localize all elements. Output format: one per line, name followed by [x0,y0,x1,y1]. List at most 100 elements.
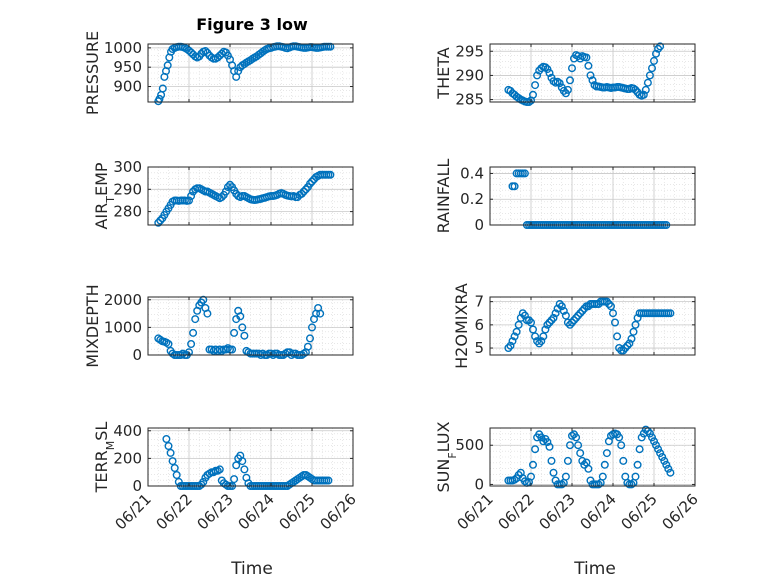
data-point [537,433,546,442]
data-point [664,464,673,473]
subplot-rainfall: 0 0.2 0.4 RAINFALL [434,159,696,234]
data-point [613,332,622,341]
data-point [566,320,575,329]
y-axis-label: THETA [434,47,453,99]
data-point [660,456,669,465]
y-axis-label: H2OMIXRA [452,283,471,369]
axes-box [147,43,354,103]
data-point [533,337,542,346]
data-point [539,437,548,446]
x-axis-label-right: Time [573,559,616,579]
data-point [561,311,570,320]
data-point [645,71,654,80]
axes-box [147,427,354,487]
data-point [299,187,308,196]
data-point [557,480,566,489]
data-point [662,460,671,469]
y-tick-label: 400 [113,422,142,440]
data-point [158,84,167,93]
data-point [555,79,564,88]
data-point [527,472,536,481]
data-point [572,313,581,322]
data-point [510,332,519,341]
data-point [162,435,171,444]
x-tick-label: 06/26 [659,490,702,533]
data-point [520,311,529,320]
data-point [568,318,577,327]
data-point [578,306,587,315]
data-point [306,334,315,343]
x-tick-label: 06/23 [194,490,237,533]
x-tick-label: 06/21 [454,490,497,533]
data-point [654,445,663,454]
data-point [561,472,570,481]
data-point [191,315,200,324]
data-point [588,76,597,85]
y-tick-label: 0 [474,216,484,234]
x-tick-label: 06/21 [112,490,155,533]
y-axis-label: RAINFALL [434,159,453,234]
data-point [531,445,540,454]
data-point [170,464,179,473]
data-point [666,309,675,318]
data-point [223,183,232,192]
data-point [510,475,519,484]
data-point [541,325,550,334]
y-axis-label: AIRTEMP [92,162,117,229]
x-tick-label: 06/24 [235,490,278,533]
data-point [545,442,554,451]
data-point [570,316,579,325]
data-point [518,309,527,318]
data-point [656,449,665,458]
data-point [221,187,230,196]
data-point [648,433,657,442]
y-tick-label: 0.2 [460,190,484,208]
data-point [611,318,620,327]
axes-box [489,43,696,103]
data-point [543,320,552,329]
data-point [316,309,325,318]
data-point [643,78,652,87]
data-point [652,441,661,450]
data-point [547,456,556,465]
data-point [650,56,659,65]
data-point [201,47,210,56]
data-point [238,457,247,466]
data-point [566,441,575,450]
data-point [545,68,554,77]
y-axis-label: TERRMSL [92,422,117,494]
data-point [617,441,626,450]
data-point [324,476,333,485]
data-point [635,445,644,454]
data-point [584,61,593,70]
data-point [531,81,540,90]
data-point [527,318,536,327]
data-point [559,306,568,315]
data-point [557,302,566,311]
data-point [228,345,237,354]
data-point [580,460,589,469]
axes-box [489,427,696,487]
y-tick-label: 300 [113,158,142,176]
data-point [326,170,335,179]
data-point [184,348,193,357]
data-point [215,465,224,474]
data-point [529,325,538,334]
axes-box [147,296,354,356]
data-point [156,216,165,225]
data-point [172,471,181,480]
y-tick-label: 1000 [104,39,142,57]
data-point [609,309,618,318]
data-point [645,429,654,438]
data-point [578,456,587,465]
data-point [189,328,198,337]
data-point [574,311,583,320]
data-point [650,437,659,446]
data-point [535,339,544,348]
data-point [240,465,249,474]
data-point [308,323,317,332]
data-point [568,64,577,73]
data-point [580,304,589,313]
